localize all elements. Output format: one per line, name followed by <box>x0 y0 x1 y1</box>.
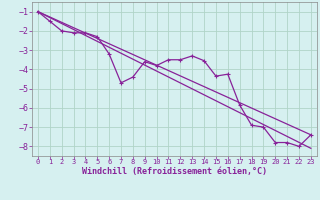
X-axis label: Windchill (Refroidissement éolien,°C): Windchill (Refroidissement éolien,°C) <box>82 167 267 176</box>
